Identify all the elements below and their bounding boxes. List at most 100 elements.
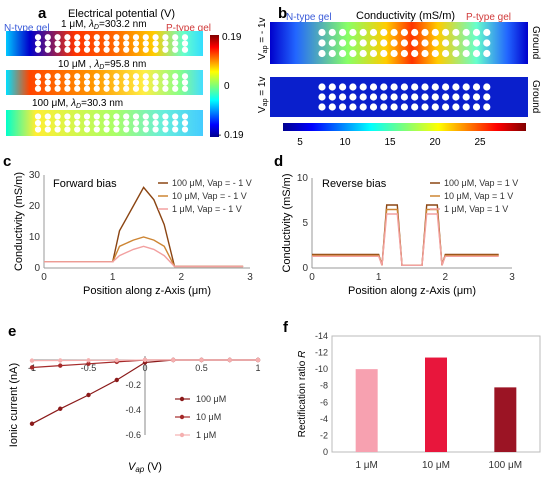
pore xyxy=(318,28,326,37)
pore xyxy=(34,40,42,47)
pore xyxy=(162,126,169,133)
pore xyxy=(103,34,110,41)
series-point xyxy=(29,365,35,370)
series-point xyxy=(114,358,119,363)
series-point xyxy=(114,377,119,383)
chart-annotation: Forward bias xyxy=(53,178,117,190)
series-point xyxy=(171,357,176,363)
pore xyxy=(142,40,149,47)
x-tick-label: 10 μM xyxy=(422,460,450,471)
panel-b-colorbar xyxy=(283,123,526,131)
pore xyxy=(411,83,419,91)
pore xyxy=(113,119,120,127)
pore xyxy=(483,39,491,47)
y-tick-label: -4 xyxy=(320,414,328,424)
pore xyxy=(172,85,179,92)
pore xyxy=(411,93,419,101)
pore xyxy=(83,73,91,80)
pore xyxy=(64,73,71,80)
pore xyxy=(349,28,357,37)
pore xyxy=(64,46,71,53)
pore xyxy=(103,85,110,92)
pore xyxy=(369,28,378,37)
legend-label: 10 μM, Vap = - 1 V xyxy=(172,191,247,201)
pore xyxy=(132,85,140,92)
pore xyxy=(172,113,179,120)
panel-a-title: Electrical potential (V) xyxy=(68,8,175,20)
pore xyxy=(83,85,91,92)
pore xyxy=(431,103,439,111)
pore xyxy=(442,49,450,58)
pore xyxy=(44,79,51,86)
pore xyxy=(359,39,367,47)
pore xyxy=(142,126,149,133)
pore xyxy=(483,83,491,91)
pore xyxy=(54,46,61,53)
pore xyxy=(431,39,439,47)
pore xyxy=(328,28,336,37)
panel-f-label: f xyxy=(283,319,289,336)
pore xyxy=(132,126,140,133)
panel-b-p-gel-label: P-type gel xyxy=(466,12,511,23)
pore-array-b xyxy=(318,28,491,111)
pore xyxy=(318,49,326,58)
pore xyxy=(400,49,408,58)
panel-d: d 0 1 2 3 0 5 10 Position along z-Axis (μm) Cond… xyxy=(274,153,518,297)
x-axis-title: Vap (V) xyxy=(128,461,162,474)
pore xyxy=(483,93,491,101)
pore xyxy=(380,49,388,58)
pore xyxy=(83,119,91,127)
pore xyxy=(181,34,189,41)
y-axis-title: Rectification ratio R xyxy=(297,351,308,438)
pore xyxy=(152,126,159,133)
panel-a-n-gel-label: N-type gel xyxy=(4,23,50,34)
x-axis-title: Position along z-Axis (μm) xyxy=(348,285,476,297)
pore xyxy=(74,119,81,127)
series-point xyxy=(58,406,63,411)
pore xyxy=(181,113,189,120)
pore xyxy=(462,49,470,58)
pore xyxy=(181,40,189,47)
pore xyxy=(162,85,169,92)
pore xyxy=(83,46,91,53)
x-tick-label: -0.5 xyxy=(81,363,97,373)
chart-d: 0 1 2 3 0 5 10 Position along z-Axis (μm) Conduc… xyxy=(281,173,518,297)
series-point xyxy=(86,392,91,398)
pore xyxy=(54,79,61,86)
y-tick-label: 0 xyxy=(34,263,40,274)
pore xyxy=(421,83,429,91)
x-tick-label: 3 xyxy=(509,272,515,283)
pore xyxy=(74,113,81,120)
pore xyxy=(431,28,439,37)
series-point xyxy=(227,357,232,363)
pore xyxy=(421,49,429,58)
pore xyxy=(74,34,81,41)
pore xyxy=(162,113,169,120)
pore xyxy=(442,28,450,37)
series-point xyxy=(29,421,35,426)
pore xyxy=(421,103,429,111)
pore xyxy=(339,93,347,101)
pore xyxy=(472,49,481,58)
pore xyxy=(452,103,460,111)
bar xyxy=(494,387,517,452)
panel-f: f 0 -2 -4 -6 -8 -10 -12 -14 Rectification ratio … xyxy=(283,319,541,471)
pore xyxy=(359,93,367,101)
series-line-2 xyxy=(44,245,244,268)
pore xyxy=(132,79,140,86)
panel-a-row3-label: 100 μM, λD=30.3 nm xyxy=(32,98,123,110)
panel-b-row1-vap: Vap = - 1v xyxy=(257,17,269,60)
y-tick-label: 0 xyxy=(323,447,328,457)
legend-label: 1 μM, Vap = 1 V xyxy=(444,204,508,214)
pore xyxy=(452,49,460,58)
panel-b-row1-ground: Ground xyxy=(530,26,541,59)
y-tick-label: -14 xyxy=(315,331,328,341)
panel-a-label: a xyxy=(38,5,47,22)
pore xyxy=(390,49,398,58)
x-tick-label: 0 xyxy=(41,272,47,283)
pore xyxy=(181,126,189,133)
pore xyxy=(339,39,347,47)
pore xyxy=(103,73,110,80)
pore xyxy=(93,73,100,80)
colorbar-tick-label: 25 xyxy=(474,137,486,148)
